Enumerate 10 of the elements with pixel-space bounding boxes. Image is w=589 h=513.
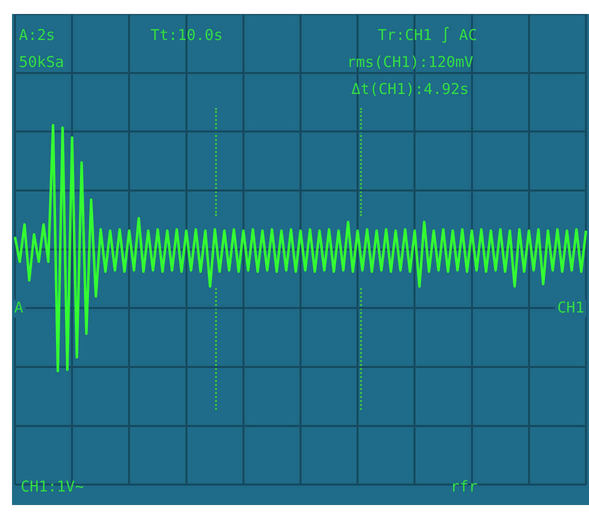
text: A:2s <box>18 26 56 44</box>
annotation: CH1 <box>557 298 584 316</box>
text: Tt:10.0s <box>150 26 223 44</box>
text: rms(CH1):120mV <box>346 52 474 71</box>
text: 50kSa <box>18 52 64 71</box>
text: Δt(CH1):4.92s <box>351 80 469 98</box>
annotation: A <box>14 298 24 316</box>
text: CH1:1V~ <box>20 478 84 496</box>
text: Tr:CH1 ∫ AC <box>378 26 478 44</box>
text: rfr <box>450 478 478 496</box>
